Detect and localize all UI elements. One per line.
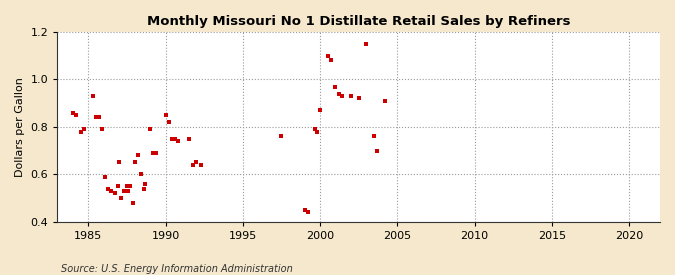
Point bbox=[100, 174, 111, 179]
Point bbox=[132, 153, 143, 158]
Point bbox=[109, 191, 120, 196]
Text: Source: U.S. Energy Information Administration: Source: U.S. Energy Information Administ… bbox=[61, 264, 292, 274]
Point bbox=[125, 184, 136, 188]
Point bbox=[276, 134, 287, 139]
Point bbox=[90, 115, 101, 120]
Title: Monthly Missouri No 1 Distillate Retail Sales by Refiners: Monthly Missouri No 1 Distillate Retail … bbox=[147, 15, 570, 28]
Point bbox=[122, 184, 132, 188]
Point bbox=[188, 163, 198, 167]
Point bbox=[75, 129, 86, 134]
Point bbox=[323, 53, 333, 58]
Point bbox=[151, 151, 161, 155]
Point bbox=[140, 182, 151, 186]
Point bbox=[136, 172, 146, 177]
Point bbox=[160, 113, 171, 117]
Point bbox=[312, 129, 323, 134]
Point bbox=[333, 91, 344, 96]
Point bbox=[372, 148, 383, 153]
Point bbox=[310, 127, 321, 131]
Point bbox=[106, 189, 117, 193]
Point bbox=[299, 208, 310, 212]
Point bbox=[70, 113, 81, 117]
Point bbox=[315, 108, 325, 112]
Point bbox=[144, 127, 155, 131]
Point bbox=[302, 210, 313, 214]
Point bbox=[379, 98, 390, 103]
Point bbox=[103, 186, 113, 191]
Point bbox=[336, 94, 347, 98]
Point bbox=[148, 151, 159, 155]
Point bbox=[184, 136, 194, 141]
Point bbox=[78, 127, 89, 131]
Point bbox=[196, 163, 207, 167]
Point bbox=[163, 120, 174, 124]
Point bbox=[97, 127, 107, 131]
Point bbox=[123, 189, 134, 193]
Point bbox=[369, 134, 379, 139]
Point bbox=[169, 136, 180, 141]
Point bbox=[115, 196, 126, 200]
Point bbox=[138, 186, 149, 191]
Y-axis label: Dollars per Gallon: Dollars per Gallon bbox=[15, 77, 25, 177]
Point bbox=[114, 160, 125, 165]
Point bbox=[191, 160, 202, 165]
Point bbox=[353, 96, 364, 101]
Point bbox=[173, 139, 184, 143]
Point bbox=[166, 136, 177, 141]
Point bbox=[330, 84, 341, 89]
Point bbox=[112, 184, 123, 188]
Point bbox=[88, 94, 99, 98]
Point bbox=[94, 115, 105, 120]
Point bbox=[128, 200, 138, 205]
Point bbox=[118, 189, 129, 193]
Point bbox=[361, 42, 372, 46]
Point bbox=[129, 160, 140, 165]
Point bbox=[68, 110, 78, 115]
Point bbox=[346, 94, 356, 98]
Point bbox=[325, 58, 336, 63]
